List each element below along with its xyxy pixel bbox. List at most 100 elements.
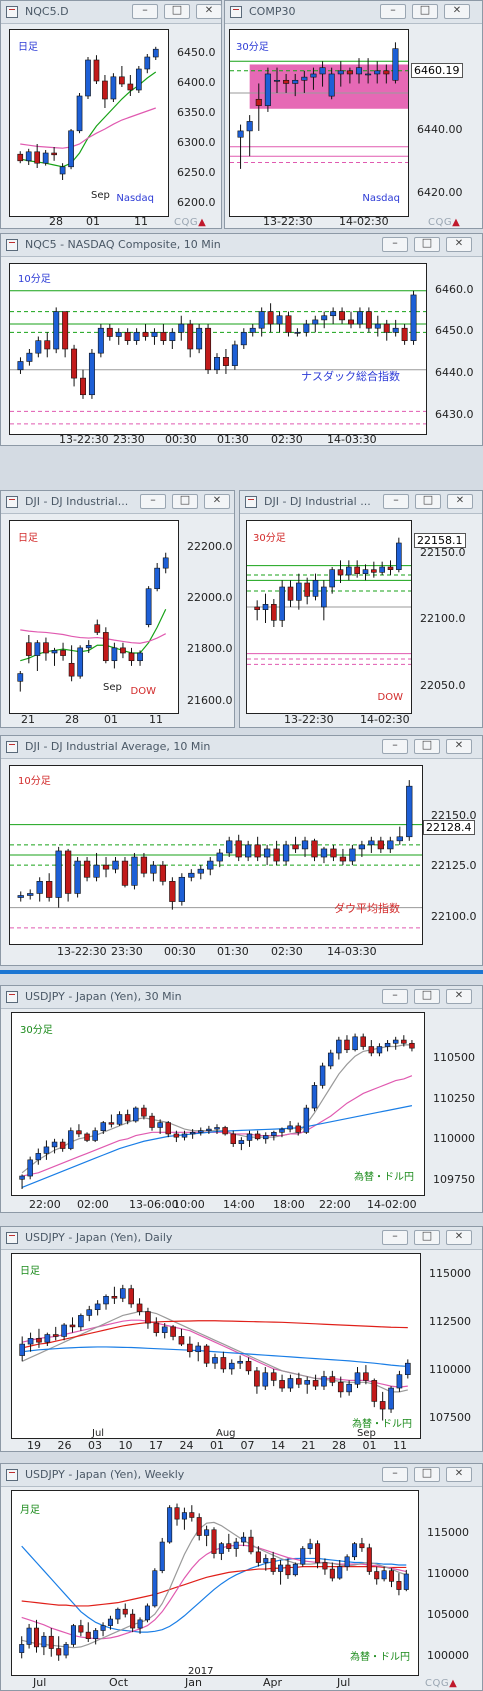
x-tick-label: 13-22:30	[263, 215, 313, 228]
candle-body	[329, 1568, 335, 1579]
symbol-label: Nasdaq	[116, 193, 154, 204]
x-tick-label: 14:00	[223, 1198, 255, 1211]
candle-body	[365, 73, 372, 76]
panel-titlebar[interactable]: DJI - DJ Industrial ...	[240, 491, 482, 514]
panel-title: NQC5.D	[25, 5, 69, 18]
panel-titlebar[interactable]: DJI - DJ Industrial Average, 10 Min	[1, 736, 482, 759]
timeframe-label: 30分足	[236, 42, 269, 53]
panel-titlebar[interactable]: DJI - DJ Industrial...	[1, 491, 234, 514]
chart-plot-area[interactable]: 日足 為替・ドル円 Jul Aug Sep	[11, 1253, 421, 1439]
chart-plot-area[interactable]: 10分足 ダウ平均指数	[9, 765, 423, 945]
candlestick-chart	[230, 42, 408, 169]
minimize-button[interactable]	[382, 738, 408, 754]
candle-body	[406, 785, 413, 838]
maximize-button[interactable]	[164, 3, 190, 19]
minimize-button[interactable]	[382, 988, 408, 1004]
candle-body	[339, 856, 347, 862]
chart-plot-area[interactable]: 10分足 ナスダック総合指数	[9, 263, 427, 435]
candlestick-chart	[19, 1033, 415, 1189]
symbol-label: 為替・ドル円	[354, 1172, 414, 1183]
candle-body	[258, 311, 265, 329]
candle-body	[392, 48, 399, 81]
maximize-button[interactable]	[415, 493, 441, 509]
chart-window-icon	[245, 496, 257, 508]
close-button[interactable]	[446, 1230, 472, 1245]
month-label: Sep	[91, 190, 110, 201]
chart-plot-area[interactable]: 30分足 DOW	[246, 520, 412, 714]
candle-body	[237, 1360, 243, 1364]
chart-plot-area[interactable]: 月足 為替・ドル円 2017	[11, 1490, 419, 1677]
candle-body	[68, 662, 75, 677]
candle-body	[124, 332, 131, 341]
maximize-button[interactable]	[172, 493, 198, 509]
minimize-button[interactable]	[382, 236, 408, 252]
panel-titlebar[interactable]: USDJPY - Japan (Yen), Daily	[1, 1227, 482, 1250]
candle-body	[64, 850, 72, 894]
candle-body	[159, 1541, 165, 1572]
maximize-button[interactable]	[414, 1229, 440, 1245]
maximize-button[interactable]	[412, 3, 438, 19]
x-axis: 13-22:30 23:30 00:30 01:30 02:30 14-03:3…	[9, 433, 427, 447]
panel-titlebar[interactable]: USDJPY - Japan (Yen), 30 Min	[1, 986, 482, 1009]
maximize-button[interactable]	[414, 738, 440, 754]
candlestick-chart	[17, 552, 169, 692]
panel-nqc5-daily: NQC5.D 日足 Nasdaq 6450.0 6400.0 6350.0 6300.…	[0, 0, 222, 229]
candle-body	[159, 864, 167, 882]
moving-average-line	[21, 1044, 412, 1174]
candle-body	[36, 1338, 42, 1343]
close-button[interactable]	[444, 4, 470, 19]
panel-titlebar[interactable]: NQC5.D	[1, 1, 222, 24]
close-button[interactable]	[446, 989, 472, 1004]
close-button[interactable]	[204, 494, 230, 509]
close-button[interactable]	[446, 237, 472, 252]
candle-body	[270, 1372, 277, 1381]
chart-plot-area[interactable]: 日足 Nasdaq	[9, 29, 169, 217]
minimize-button[interactable]	[383, 493, 409, 509]
candle-body	[346, 566, 352, 576]
minimize-button[interactable]	[382, 1466, 408, 1482]
y-tick-label: 6450.0	[435, 324, 474, 338]
x-tick-label: 02:00	[77, 1198, 109, 1211]
year-label: 2017	[188, 1666, 214, 1677]
maximize-button[interactable]	[414, 988, 440, 1004]
chart-plot-area[interactable]: 日足 DOW	[9, 520, 179, 714]
panel-titlebar[interactable]: COMP30	[225, 1, 482, 24]
maximize-button[interactable]	[414, 236, 440, 252]
y-tick-label: 112500	[429, 1315, 471, 1329]
close-button[interactable]	[446, 1467, 472, 1482]
candle-body	[110, 76, 117, 100]
panel-titlebar[interactable]: USDJPY - Japan (Yen), Weekly	[1, 1464, 482, 1487]
close-button[interactable]	[196, 4, 222, 19]
x-tick-label: 03	[88, 1439, 102, 1452]
candle-body	[264, 73, 271, 106]
candle-body	[278, 1564, 284, 1572]
candle-body	[388, 1387, 394, 1410]
candle-body	[196, 327, 203, 350]
x-tick-label: 13-22:30	[57, 945, 107, 958]
candle-body	[359, 1543, 365, 1549]
minimize-button[interactable]	[382, 1229, 408, 1245]
chart-plot-area[interactable]: 30分足 為替・ドル円	[11, 1012, 425, 1196]
chart-plot-area[interactable]: 30分足 Nasdaq	[229, 29, 409, 217]
candle-body	[320, 848, 328, 858]
close-button[interactable]	[447, 494, 473, 509]
panel-titlebar[interactable]: NQC5 - NASDAQ Composite, 10 Min	[1, 234, 482, 257]
candlestick-chart	[10, 780, 422, 929]
candle-body	[346, 1383, 352, 1393]
minimize-button[interactable]	[140, 493, 166, 509]
candle-body	[41, 1635, 47, 1648]
minimize-button[interactable]	[380, 3, 406, 19]
panel-title: DJI - DJ Industrial ...	[264, 495, 371, 508]
y-tick-label: 6440.0	[435, 365, 474, 379]
candle-body	[285, 1564, 291, 1576]
minimize-button[interactable]	[132, 3, 158, 19]
maximize-button[interactable]	[414, 1466, 440, 1482]
candle-body	[124, 1114, 131, 1122]
candle-body	[271, 1132, 277, 1136]
candle-body	[304, 582, 310, 597]
candle-body	[246, 121, 253, 132]
y-tick-label: 6250.0	[177, 166, 216, 179]
candle-body	[17, 361, 24, 371]
close-button[interactable]	[446, 739, 472, 754]
x-tick-label: Jul	[337, 1676, 351, 1689]
